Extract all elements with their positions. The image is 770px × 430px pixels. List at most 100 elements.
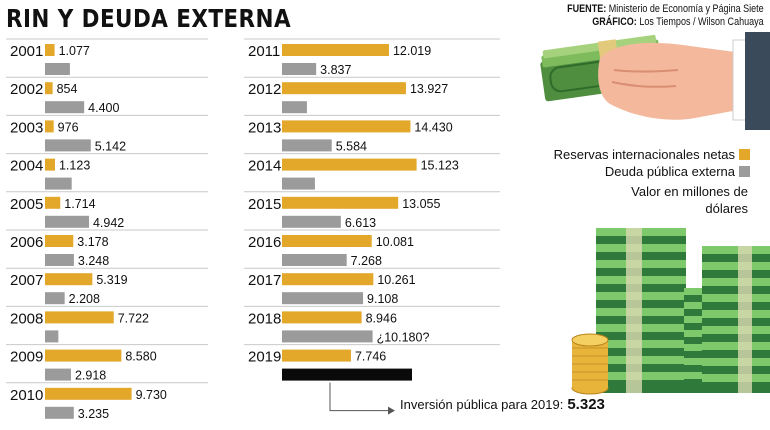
bar-rin-2011	[282, 44, 389, 56]
year-label: 2011	[248, 43, 280, 60]
label-deuda-2015: 6.613	[345, 216, 376, 230]
graphic-credit: GRÁFICO: Los Tiempos / Wilson Cahuaya	[592, 16, 764, 28]
bar-deuda-2011	[282, 63, 317, 75]
label-deuda-2005: 4.942	[93, 216, 124, 230]
year-label: 2013	[248, 119, 281, 136]
year-label: 2019	[248, 349, 281, 366]
bar-deuda-2002	[45, 101, 85, 114]
year-label: 2017	[248, 272, 281, 289]
label-rin-2005: 1.714	[64, 197, 95, 211]
label-rin-2003: 976	[58, 120, 79, 134]
bar-rin-2009	[45, 349, 122, 362]
label-rin-2006: 3.178	[77, 235, 108, 249]
bar-deuda-2017	[282, 292, 364, 305]
bar-deuda-2003	[45, 139, 91, 152]
label-rin-2008: 7.722	[118, 311, 149, 325]
year-label: 2018	[248, 310, 281, 327]
bar-deuda-2004	[45, 177, 72, 190]
bar-deuda-2010	[45, 406, 74, 419]
investment-value: 5.323	[567, 396, 605, 413]
source-credit: FUENTE: Ministerio de Economía y Página …	[567, 3, 764, 15]
year-label: 2016	[248, 234, 281, 251]
cash-stacks-icon	[596, 228, 770, 393]
label-rin-2004: 1.123	[59, 159, 90, 173]
year-label: 2015	[248, 196, 281, 213]
bar-rin-2015	[282, 196, 399, 209]
bar-rin-2005	[45, 196, 61, 209]
bar-rin-2019	[282, 349, 351, 362]
bar-rin-2017	[282, 273, 374, 286]
label-rin-2010: 9.730	[136, 388, 167, 402]
label-rin-2001: 1.077	[59, 44, 90, 58]
label-deuda-2018: ¿10.180?	[377, 330, 430, 344]
year-label: 2003	[10, 119, 43, 136]
bar-rin-2007	[45, 273, 93, 286]
legend: Reservas internacionales netas Deuda púb…	[554, 146, 750, 180]
bar-rin-2004	[45, 158, 55, 171]
bar-rin-2018	[282, 311, 362, 324]
bar-rin-2006	[45, 235, 74, 247]
bar-deuda-2007	[45, 292, 65, 305]
year-label: 2014	[248, 158, 281, 175]
bar-inversion-2019	[282, 368, 412, 381]
year-label: 2006	[10, 234, 43, 251]
label-deuda-2006: 3.248	[78, 254, 109, 268]
label-deuda-2009: 2.918	[75, 369, 106, 383]
bar-rin-2016	[282, 235, 372, 247]
bar-rin-2001	[45, 44, 55, 56]
label-deuda-2011: 3.837	[320, 63, 351, 77]
bar-deuda-2014	[282, 177, 315, 190]
label-rin-2013: 14.430	[414, 120, 452, 134]
label-deuda-2016: 7.268	[351, 254, 382, 268]
label-rin-2009: 8.580	[125, 350, 156, 364]
label-rin-2012: 13.927	[410, 82, 448, 96]
label-deuda-2017: 9.108	[367, 292, 398, 306]
investment-arrow	[388, 406, 395, 415]
label-deuda-2013: 5.584	[336, 139, 367, 153]
bar-deuda-2001	[45, 63, 70, 75]
bar-deuda-2015	[282, 215, 341, 228]
bar-deuda-2008	[45, 330, 59, 343]
label-deuda-2010: 3.235	[78, 407, 109, 421]
bar-deuda-2018	[282, 330, 373, 343]
label-rin-2011: 12.019	[393, 44, 431, 58]
legend-swatch-rin	[739, 149, 750, 160]
legend-item-deuda: Deuda pública externa	[554, 163, 750, 180]
bar-rin-2010	[45, 387, 132, 400]
bar-rin-2013	[282, 120, 411, 133]
year-label: 2005	[10, 196, 43, 213]
label-rin-2014: 15.123	[421, 159, 459, 173]
year-label: 2010	[10, 387, 43, 404]
year-label: 2002	[10, 81, 43, 98]
bar-rin-2014	[282, 158, 417, 171]
year-label: 2004	[10, 158, 43, 175]
investment-connector	[329, 382, 388, 412]
label-rin-2019: 7.746	[355, 350, 386, 364]
label-deuda-2003: 5.142	[95, 139, 126, 153]
bar-rin-2002	[45, 82, 53, 95]
label-rin-2007: 5.319	[96, 273, 127, 287]
label-deuda-2007: 2.208	[69, 292, 100, 306]
bar-deuda-2006	[45, 254, 74, 266]
bar-deuda-2012	[282, 101, 307, 114]
legend-swatch-deuda	[739, 166, 750, 177]
bar-rin-2008	[45, 311, 114, 324]
gold-coins-icon	[571, 333, 609, 395]
label-rin-2018: 8.946	[366, 311, 397, 325]
hand-holding-cash-icon	[540, 32, 770, 130]
legend-item-rin: Reservas internacionales netas	[554, 146, 750, 163]
label-rin-2015: 13.055	[402, 197, 440, 211]
year-label: 2001	[10, 43, 43, 60]
year-label: 2008	[10, 310, 43, 327]
unit-note: Valor en millones de dólares	[631, 184, 748, 216]
bar-deuda-2005	[45, 215, 89, 228]
label-rin-2002: 854	[57, 82, 78, 96]
investment-note: Inversión pública para 2019: 5.323	[400, 396, 605, 413]
bar-deuda-2013	[282, 139, 332, 152]
bar-deuda-2016	[282, 254, 347, 266]
bar-rin-2003	[45, 120, 54, 133]
year-label: 2007	[10, 272, 43, 289]
label-deuda-2002: 4.400	[88, 101, 119, 115]
